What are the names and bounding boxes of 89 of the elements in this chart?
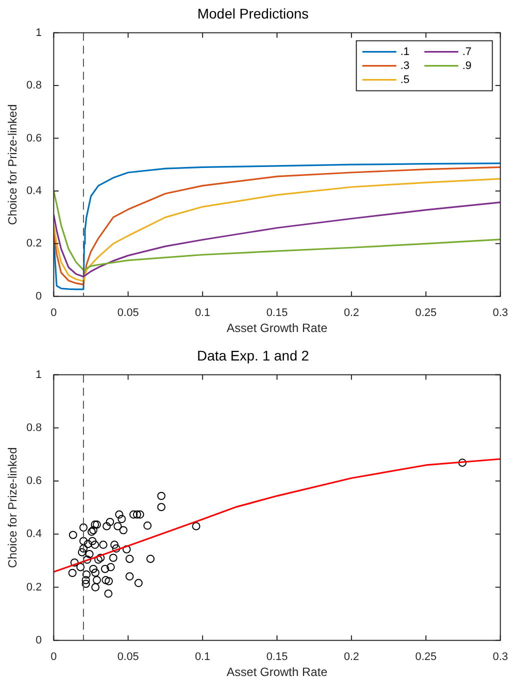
- point: [122, 545, 131, 554]
- point: [91, 583, 100, 592]
- point: [143, 522, 152, 530]
- point: [99, 540, 108, 549]
- legend-label: .5: [400, 74, 410, 86]
- point: [100, 564, 110, 574]
- y-tick-label: 0.8: [26, 422, 42, 434]
- x-tick-label: 0: [50, 307, 57, 320]
- x-tick-label: 0: [50, 651, 57, 664]
- y-tick-label: 0.4: [26, 184, 42, 197]
- x-tick-label: 0.1: [194, 307, 210, 320]
- y-tick-label: 0.4: [26, 528, 42, 540]
- x-axis-title: Asset Growth Rate: [226, 665, 328, 680]
- y-tick-label: 0.2: [26, 238, 42, 250]
- point: [76, 562, 85, 572]
- y-tick-label: 0.2: [26, 581, 42, 594]
- point: [157, 492, 166, 500]
- point: [104, 590, 112, 598]
- x-tick-label: 0.05: [117, 307, 139, 320]
- point: [112, 544, 120, 553]
- point: [106, 562, 115, 572]
- point: [132, 510, 142, 519]
- point: [109, 554, 118, 562]
- x-tick-label: 0.3: [492, 307, 508, 320]
- point: [118, 514, 126, 524]
- point: [82, 580, 90, 588]
- point: [92, 520, 101, 529]
- y-tick-label: 0.6: [26, 475, 42, 488]
- point: [68, 530, 78, 540]
- point: [114, 522, 122, 530]
- point: [88, 536, 97, 546]
- point: [78, 548, 86, 556]
- point: [84, 540, 92, 548]
- legend-label: .9: [462, 60, 472, 72]
- point: [102, 576, 110, 584]
- legend-label: .3: [400, 60, 410, 72]
- x-tick-label: 0.2: [344, 651, 360, 664]
- point: [110, 540, 119, 549]
- point: [157, 502, 166, 512]
- point: [92, 576, 101, 584]
- point: [82, 570, 91, 579]
- y-tick-label: 0: [36, 634, 42, 646]
- point: [129, 510, 138, 519]
- point: [79, 544, 88, 553]
- chart-title: Data Exp. 1 and 2: [196, 347, 310, 364]
- y-tick-label: 1: [36, 368, 42, 381]
- y-tick-label: 0.6: [26, 132, 42, 144]
- point: [82, 576, 90, 584]
- point: [94, 556, 102, 564]
- x-tick-label: 0.15: [266, 651, 288, 664]
- point: [126, 572, 134, 580]
- x-axis-title: Asset Growth Rate: [226, 321, 328, 336]
- legend-label: .7: [462, 46, 472, 58]
- y-tick-label: 1: [36, 26, 42, 39]
- x-tick-label: 0.25: [415, 651, 437, 664]
- chart-title: Model Predictions: [197, 5, 309, 22]
- point: [115, 510, 124, 519]
- point: [146, 554, 155, 563]
- point: [136, 510, 144, 519]
- point: [126, 554, 134, 563]
- x-tick-label: 0.05: [117, 651, 139, 664]
- point: [83, 556, 92, 564]
- point: [104, 577, 113, 586]
- x-tick-label: 0.2: [344, 307, 360, 320]
- point: [79, 536, 88, 546]
- point: [68, 568, 77, 578]
- x-tick-label: 0.3: [492, 651, 508, 664]
- y-axis-title: Choice for Prize-linked: [6, 447, 20, 568]
- x-tick-label: 0.1: [194, 651, 210, 664]
- x-tick-label: 0.15: [266, 307, 288, 320]
- legend-label: .1: [400, 46, 410, 58]
- point: [85, 550, 94, 558]
- point: [79, 523, 88, 532]
- point: [70, 558, 79, 567]
- y-tick-label: 0: [36, 290, 42, 302]
- point: [106, 518, 114, 526]
- y-axis-title: Choice for Prize-linked: [6, 104, 20, 225]
- point: [134, 578, 143, 588]
- point: [91, 568, 100, 577]
- point: [89, 564, 98, 574]
- point: [458, 458, 466, 467]
- point: [119, 526, 128, 534]
- y-tick-label: 0.8: [26, 80, 42, 92]
- x-tick-label: 0.25: [415, 307, 437, 320]
- point: [192, 522, 200, 530]
- point: [102, 522, 111, 530]
- point: [90, 540, 100, 549]
- point: [96, 554, 105, 562]
- point: [90, 520, 100, 529]
